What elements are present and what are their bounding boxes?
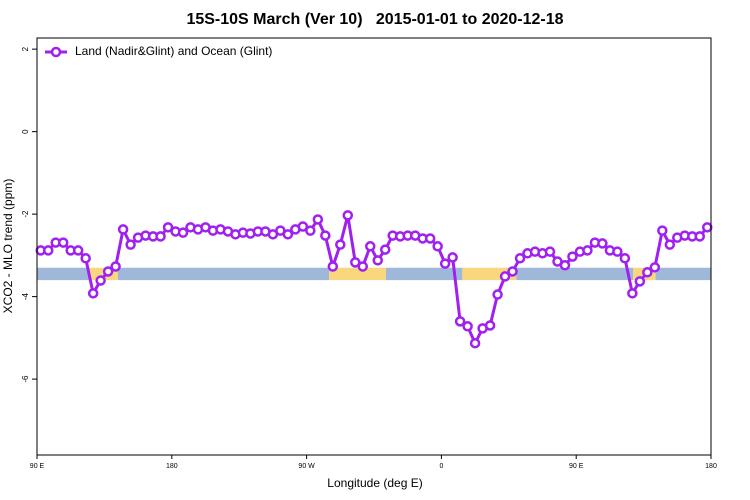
point xyxy=(335,239,346,250)
band-segment xyxy=(655,267,711,281)
band-segment xyxy=(329,267,386,281)
point xyxy=(312,214,324,225)
point xyxy=(102,266,114,277)
x-axis-label: Longitude (deg E) xyxy=(327,476,422,490)
point xyxy=(627,288,638,299)
point xyxy=(469,337,481,349)
point xyxy=(365,241,376,252)
band-segment xyxy=(117,267,330,281)
point xyxy=(424,233,436,244)
point xyxy=(454,316,466,327)
point xyxy=(297,221,309,232)
point xyxy=(439,258,451,269)
point xyxy=(484,320,496,331)
point xyxy=(155,231,166,242)
point xyxy=(342,210,354,221)
point xyxy=(597,238,608,249)
point xyxy=(72,245,84,256)
legend-label: Land (Nadir&Glint) and Ocean (Glint) xyxy=(75,44,272,58)
point xyxy=(567,251,578,262)
point xyxy=(320,230,331,241)
point xyxy=(514,253,526,264)
point xyxy=(447,252,458,263)
x-tick-label: 180 xyxy=(705,463,717,470)
point xyxy=(357,261,369,272)
point xyxy=(162,222,174,233)
point xyxy=(462,321,473,332)
y-axis-label: XCO2 - MLO trend (ppm) xyxy=(1,179,15,314)
point xyxy=(125,239,136,250)
point xyxy=(499,271,511,282)
y-tick-label: 2 xyxy=(21,46,30,51)
point xyxy=(87,288,99,299)
y-tick-label: 0 xyxy=(21,129,30,134)
point xyxy=(664,239,676,250)
point xyxy=(57,237,69,248)
point xyxy=(507,266,518,277)
point xyxy=(642,267,653,278)
point xyxy=(694,231,706,242)
point xyxy=(702,222,713,233)
legend-marker xyxy=(50,46,62,58)
point xyxy=(379,244,391,255)
point xyxy=(372,255,383,266)
point xyxy=(649,262,661,273)
point xyxy=(282,229,294,240)
point xyxy=(492,289,503,300)
x-tick-label: 90 E xyxy=(30,463,45,470)
band-segment xyxy=(37,267,90,281)
point xyxy=(544,246,556,257)
point xyxy=(117,224,129,235)
point xyxy=(657,225,668,236)
x-tick-label: 90 W xyxy=(298,463,315,470)
point xyxy=(350,257,361,268)
point xyxy=(305,225,316,236)
point xyxy=(559,260,571,271)
x-tick-label: 90 E xyxy=(569,463,584,470)
point xyxy=(634,276,646,287)
point xyxy=(582,245,593,256)
band-segment xyxy=(385,267,463,281)
x-tick-label: 0 xyxy=(439,463,443,470)
plot-frame xyxy=(36,37,712,456)
x-tick-label: 180 xyxy=(166,463,178,470)
point xyxy=(110,261,121,272)
band-segment xyxy=(516,267,634,281)
point xyxy=(80,253,91,264)
point xyxy=(619,253,631,264)
chart-title: 15S-10S March (Ver 10) 2015-01-01 to 202… xyxy=(186,11,563,28)
point xyxy=(95,275,106,286)
point xyxy=(327,261,339,272)
point xyxy=(177,227,189,238)
y-tick-label: -2 xyxy=(21,210,30,218)
point xyxy=(432,241,443,252)
y-tick-label: -4 xyxy=(21,293,30,301)
point xyxy=(612,246,623,257)
point xyxy=(42,245,54,256)
y-tick-label: -6 xyxy=(21,375,30,383)
